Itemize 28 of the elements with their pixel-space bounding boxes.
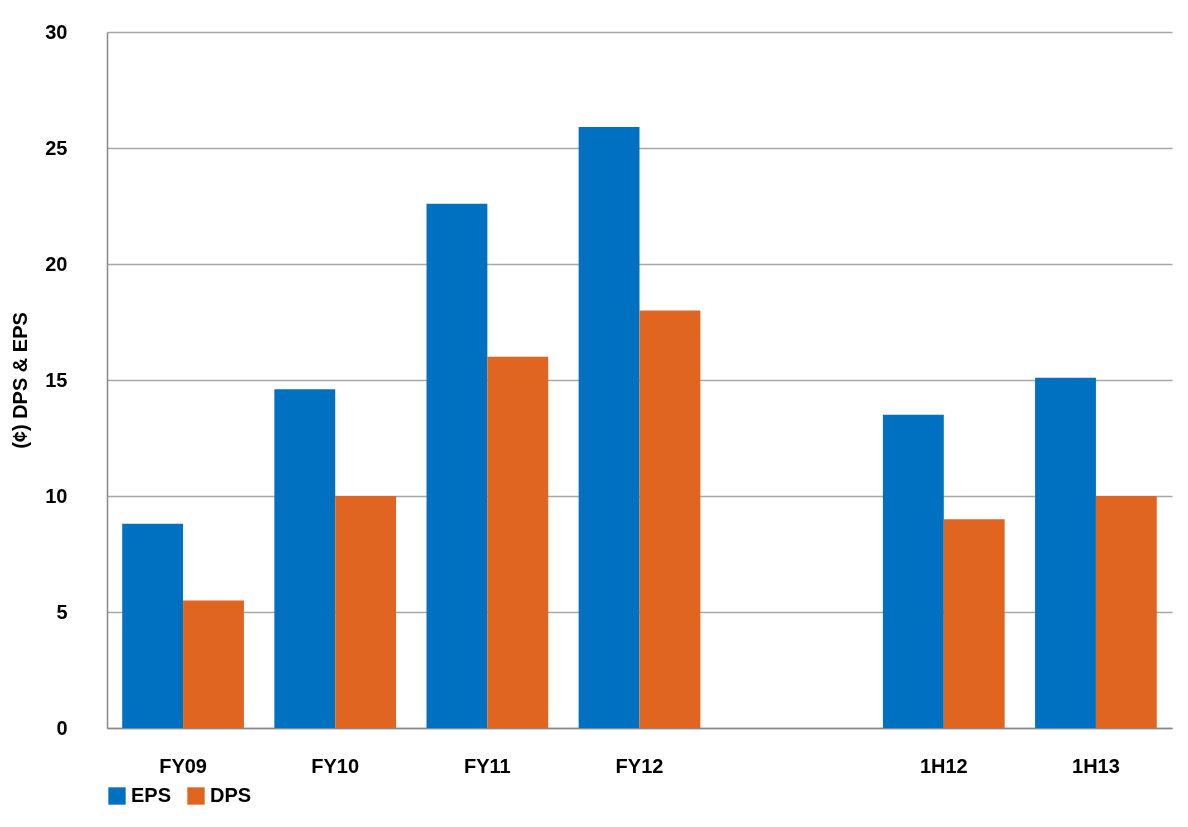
x-tick-label: 1H12 bbox=[919, 754, 968, 777]
y-tick-label: 0 bbox=[56, 716, 68, 739]
bar bbox=[882, 414, 944, 728]
bar bbox=[122, 523, 184, 728]
x-tick-label: FY11 bbox=[464, 754, 511, 777]
bar bbox=[183, 600, 244, 728]
y-tick-label: 5 bbox=[56, 600, 68, 623]
bar bbox=[1095, 496, 1157, 728]
y-tick-label: 20 bbox=[45, 252, 68, 275]
x-tick-label: FY10 bbox=[311, 754, 360, 777]
bar bbox=[943, 519, 1005, 728]
y-tick-label: 10 bbox=[45, 484, 68, 507]
x-tick-label: FY09 bbox=[159, 754, 207, 777]
legend-label: EPS bbox=[131, 784, 172, 806]
y-tick-label: 30 bbox=[45, 20, 68, 43]
legend-label: DPS bbox=[210, 784, 252, 806]
bar bbox=[335, 496, 397, 728]
bar bbox=[1035, 377, 1096, 728]
y-axis-title: (¢) DPS & EPS bbox=[9, 312, 32, 449]
bar bbox=[639, 310, 701, 728]
x-tick-label: FY12 bbox=[615, 754, 664, 777]
bar bbox=[426, 203, 488, 728]
bar bbox=[274, 389, 336, 728]
bar bbox=[578, 127, 640, 728]
bar bbox=[487, 356, 549, 728]
y-tick-label: 25 bbox=[45, 136, 68, 159]
y-tick-label: 15 bbox=[45, 368, 68, 391]
x-tick-label: 1H13 bbox=[1072, 754, 1120, 777]
